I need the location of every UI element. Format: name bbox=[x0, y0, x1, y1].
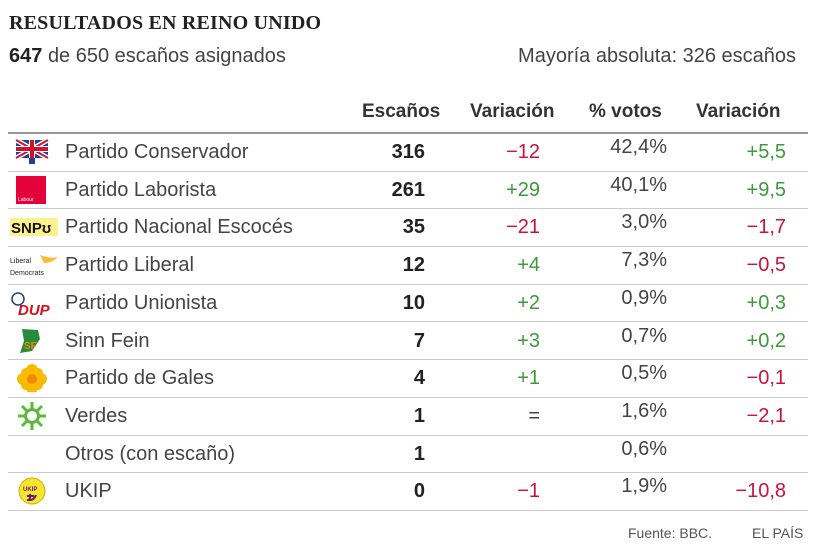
seat-change: = bbox=[528, 404, 540, 427]
svg-text:Liberal: Liberal bbox=[10, 258, 31, 265]
subtitle: 647 de 650 escaños asignados bbox=[9, 45, 286, 68]
vote-percent: 1,9% bbox=[621, 475, 667, 498]
header-seat-change: Variación bbox=[470, 101, 555, 122]
svg-text:SNPʊ: SNPʊ bbox=[11, 220, 51, 237]
table-row: Otros (con escaño) 1 0,6% bbox=[8, 435, 808, 474]
labour-logo: Labour bbox=[10, 175, 54, 206]
party-name: UKIP bbox=[65, 480, 112, 503]
table-row: Liberal Democrats Partido Liberal 12 +4 7,3% −… bbox=[8, 246, 808, 285]
vote-percent: 0,9% bbox=[621, 286, 667, 309]
seat-change: −1 bbox=[517, 480, 540, 503]
svg-text:DUP: DUP bbox=[18, 302, 51, 317]
vote-percent: 7,3% bbox=[621, 249, 667, 272]
vote-change: +5,5 bbox=[746, 141, 786, 163]
party-name: Partido Laborista bbox=[65, 178, 217, 201]
vote-percent: 0,7% bbox=[621, 324, 667, 347]
vote-change: −0,5 bbox=[746, 254, 786, 277]
table-row: Labour Partido Laborista 261 +29 40,1% +9,5 bbox=[8, 171, 808, 210]
table-row: Partido Conservador 316 −12 42,4% +5,5 bbox=[8, 133, 808, 172]
table-row: DUP Partido Unionista 10 +2 0,9% +0,3 bbox=[8, 284, 808, 323]
party-name: Partido de Gales bbox=[65, 367, 214, 390]
plaid-cymru-logo bbox=[10, 364, 54, 395]
table-row: UKIP UKIP 0 −1 1,9% −10,8 bbox=[8, 472, 808, 511]
header-divider bbox=[8, 132, 808, 134]
green-logo bbox=[10, 401, 54, 430]
sinn-fein-logo: SF bbox=[10, 327, 54, 355]
vote-change: −1,7 bbox=[746, 216, 786, 239]
seat-change: +2 bbox=[517, 291, 540, 314]
vote-percent: 0,5% bbox=[621, 362, 667, 385]
table-row: SF Sinn Fein 7 +3 0,7% +0,2 bbox=[8, 322, 808, 361]
table-row: Partido de Gales 4 +1 0,5% −0,1 bbox=[8, 359, 808, 398]
svg-text:Democrats: Democrats bbox=[10, 270, 44, 277]
vote-percent: 40,1% bbox=[610, 173, 667, 196]
party-name: Partido Nacional Escocés bbox=[65, 216, 293, 239]
seats: 12 bbox=[402, 254, 425, 277]
svg-text:UKIP: UKIP bbox=[23, 487, 37, 493]
vote-percent: 42,4% bbox=[610, 136, 667, 158]
vote-change: +0,3 bbox=[746, 291, 786, 314]
vote-percent: 0,6% bbox=[621, 437, 667, 460]
seat-change: +3 bbox=[517, 329, 540, 352]
vote-percent: 1,6% bbox=[621, 399, 667, 422]
title: RESULTADOS EN REINO UNIDO bbox=[9, 12, 322, 34]
svg-text:SF: SF bbox=[24, 341, 37, 352]
seats: 10 bbox=[402, 291, 425, 314]
seat-change: +29 bbox=[506, 178, 540, 201]
party-name: Partido Conservador bbox=[65, 141, 249, 163]
brand: EL PAÍS bbox=[752, 525, 804, 541]
assigned-count: 647 bbox=[9, 45, 43, 67]
seats: 4 bbox=[413, 367, 425, 390]
table-row: SNPʊ Partido Nacional Escocés 35 −21 3,0% −1,… bbox=[8, 208, 808, 248]
seats: 316 bbox=[391, 141, 425, 163]
vote-change: +9,5 bbox=[746, 178, 786, 201]
seat-change: +4 bbox=[517, 254, 540, 277]
snp-logo: SNPʊ bbox=[10, 213, 58, 241]
seat-change: −12 bbox=[506, 141, 540, 163]
party-name: Partido Liberal bbox=[65, 254, 194, 277]
seats: 7 bbox=[413, 329, 425, 352]
vote-change: +0,2 bbox=[746, 329, 786, 352]
seats: 0 bbox=[413, 480, 425, 503]
conservative-logo bbox=[10, 137, 54, 166]
ukip-logo: UKIP bbox=[10, 477, 54, 505]
header-votes: % votos bbox=[589, 101, 662, 122]
party-name: Partido Unionista bbox=[65, 291, 218, 314]
seats: 35 bbox=[402, 216, 425, 239]
vote-percent: 3,0% bbox=[621, 211, 667, 234]
subtitle-text: de 650 escaños asignados bbox=[47, 45, 286, 67]
seat-change: −21 bbox=[506, 216, 540, 239]
vote-change: −10,8 bbox=[735, 480, 786, 503]
seats: 261 bbox=[391, 178, 425, 201]
vote-change: −2,1 bbox=[746, 404, 786, 427]
header-seats: Escaños bbox=[362, 101, 441, 122]
party-name: Otros (con escaño) bbox=[65, 442, 236, 465]
table-row: Verdes 1 = 1,6% −2,1 bbox=[8, 397, 808, 436]
svg-text:Labour: Labour bbox=[18, 197, 34, 203]
header-vote-change: Variación bbox=[696, 101, 781, 122]
party-name: Sinn Fein bbox=[65, 329, 150, 352]
seats: 1 bbox=[413, 442, 425, 465]
source: Fuente: BBC. bbox=[628, 525, 713, 541]
majority-note: Mayoría absoluta: 326 escaños bbox=[518, 45, 796, 67]
seats: 1 bbox=[413, 404, 425, 427]
libdem-logo: Liberal Democrats bbox=[10, 251, 58, 279]
dup-logo: DUP bbox=[10, 289, 54, 319]
party-name: Verdes bbox=[65, 404, 128, 427]
vote-change: −0,1 bbox=[746, 367, 786, 390]
seat-change: +1 bbox=[517, 367, 540, 390]
